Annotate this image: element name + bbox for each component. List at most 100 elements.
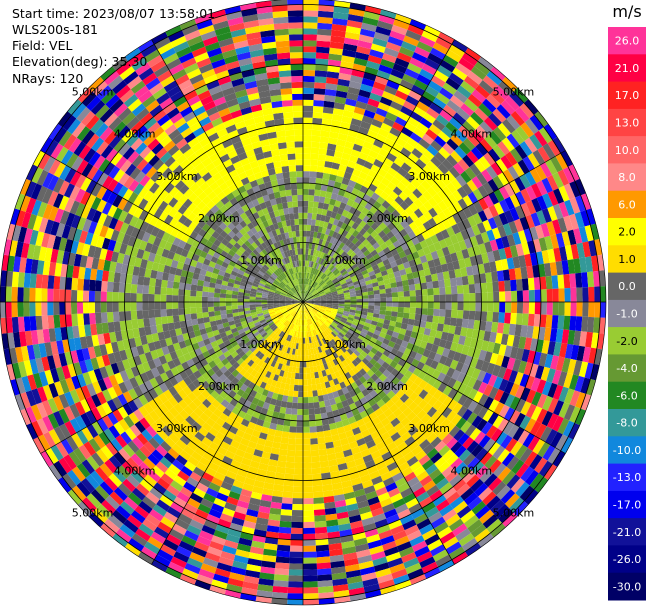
velocity-gate	[598, 270, 606, 287]
velocity-gate	[515, 243, 525, 257]
velocity-gate	[475, 292, 482, 302]
velocity-gate	[329, 548, 343, 557]
velocity-gate	[407, 278, 415, 286]
velocity-gate	[425, 85, 440, 98]
velocity-gate	[288, 341, 293, 348]
velocity-gate	[553, 203, 564, 220]
velocity-gate	[441, 126, 455, 139]
velocity-gate	[292, 311, 297, 317]
velocity-gate	[271, 495, 283, 504]
velocity-gate	[279, 303, 286, 306]
velocity-gate	[538, 460, 553, 477]
velocity-gate	[303, 254, 306, 261]
velocity-gate	[389, 563, 406, 574]
velocity-gate	[341, 244, 348, 252]
velocity-gate	[243, 292, 251, 297]
velocity-gate	[15, 241, 24, 258]
velocity-gate	[317, 22, 333, 30]
velocity-gate	[414, 46, 430, 59]
velocity-gate	[353, 349, 361, 357]
velocity-gate	[303, 533, 316, 540]
velocity-gate	[226, 285, 234, 291]
velocity-gate	[179, 573, 197, 585]
velocity-gate	[442, 208, 453, 219]
velocity-gate	[435, 265, 443, 274]
velocity-gate	[457, 158, 470, 171]
velocity-gate	[143, 457, 156, 470]
velocity-gate	[402, 519, 417, 531]
velocity-gate	[369, 238, 377, 246]
velocity-gate	[442, 374, 452, 386]
velocity-gate	[313, 231, 318, 238]
velocity-gate	[157, 429, 169, 441]
velocity-gate	[223, 386, 232, 395]
velocity-gate	[17, 302, 24, 317]
velocity-gate	[386, 365, 395, 374]
velocity-gates	[0, 0, 606, 605]
velocity-gate	[235, 549, 250, 559]
velocity-gate	[396, 316, 403, 323]
velocity-gate	[80, 385, 91, 399]
velocity-gate	[214, 315, 222, 321]
velocity-gate	[309, 311, 314, 317]
velocity-gate	[585, 256, 593, 273]
velocity-gate	[226, 313, 234, 319]
velocity-gate	[275, 320, 281, 326]
velocity-gate	[331, 29, 346, 38]
velocity-gate	[262, 309, 269, 313]
velocity-gate	[243, 304, 250, 309]
velocity-gate	[411, 52, 428, 64]
velocity-gate	[520, 466, 535, 482]
velocity-gate	[372, 282, 379, 288]
velocity-gate	[267, 465, 277, 473]
velocity-gate	[133, 355, 142, 366]
velocity-gate	[179, 370, 189, 380]
velocity-gate	[168, 396, 179, 407]
velocity-gate	[470, 478, 484, 493]
velocity-gate	[336, 264, 343, 271]
velocity-gate	[430, 516, 446, 529]
velocity-gate	[414, 385, 424, 396]
velocity-gate	[331, 277, 338, 283]
velocity-gate	[99, 481, 114, 496]
velocity-gate	[480, 282, 488, 293]
velocity-gate	[167, 273, 175, 282]
velocity-gate	[369, 389, 378, 399]
velocity-gate	[215, 431, 226, 442]
velocity-gate	[292, 324, 296, 331]
velocity-gate	[350, 477, 362, 486]
velocity-gate	[176, 491, 190, 503]
velocity-gate	[291, 302, 298, 304]
velocity-gate	[231, 369, 240, 378]
velocity-gate	[275, 289, 282, 294]
velocity-gate	[213, 297, 220, 302]
velocity-gate	[578, 361, 589, 378]
velocity-gate	[324, 329, 330, 336]
velocity-gate	[361, 291, 369, 296]
velocity-gate	[229, 572, 245, 582]
velocity-gate	[54, 327, 63, 342]
velocity-gate	[487, 217, 498, 230]
velocity-gate	[433, 302, 440, 310]
velocity-gate	[97, 378, 108, 392]
velocity-gate	[353, 318, 360, 324]
velocity-gate	[301, 307, 303, 314]
velocity-gate	[160, 294, 167, 302]
velocity-gate	[239, 368, 247, 376]
velocity-gate	[334, 335, 341, 342]
velocity-gate	[358, 360, 367, 369]
velocity-gate	[167, 344, 176, 354]
velocity-gate	[493, 401, 505, 416]
velocity-gate	[291, 299, 298, 302]
velocity-gate	[285, 297, 292, 300]
velocity-gate	[291, 521, 303, 529]
velocity-gate	[373, 309, 380, 315]
velocity-gate	[205, 417, 216, 428]
velocity-gate	[411, 148, 423, 159]
velocity-gate	[360, 314, 367, 319]
velocity-gate	[240, 383, 248, 392]
velocity-gate	[336, 341, 343, 349]
velocity-gate	[310, 267, 314, 274]
velocity-gate	[375, 441, 387, 451]
velocity-gate	[454, 129, 468, 143]
